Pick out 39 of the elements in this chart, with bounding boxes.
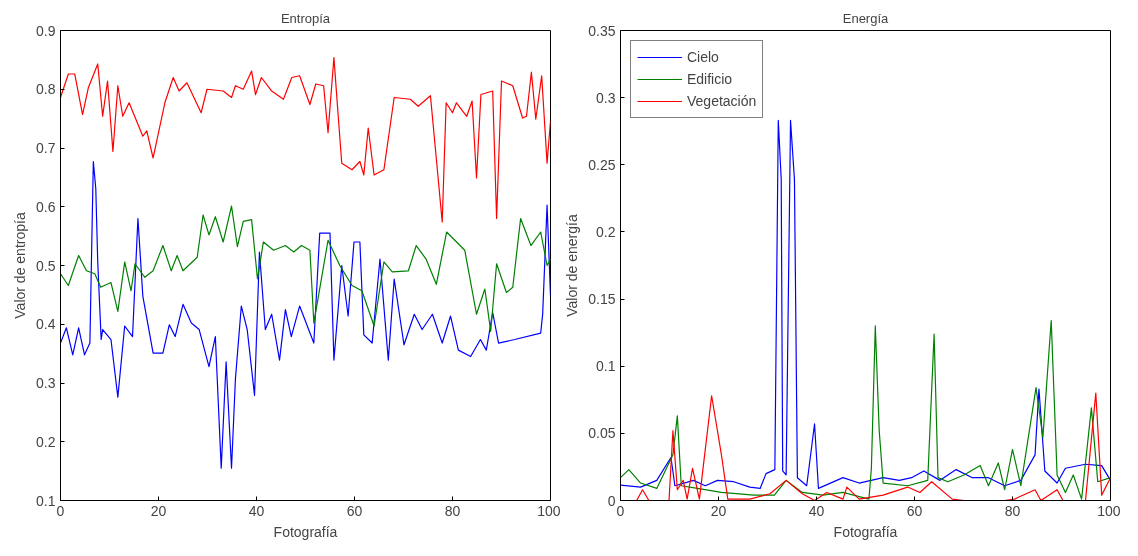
y-axis-title: Valor de entropía	[12, 212, 29, 319]
y-axis-title: Valor de energía	[564, 214, 581, 317]
y-tick-label: 0.1	[596, 358, 616, 375]
x-tick-label: 100	[537, 502, 561, 519]
x-tick-label: 20	[150, 502, 167, 519]
x-tick-label: 60	[906, 502, 923, 519]
x-tick-label: 40	[808, 502, 825, 519]
chart-title: Energía	[842, 10, 890, 26]
legend-label: Vegetación	[687, 93, 757, 109]
y-tick-label: 0.15	[588, 291, 616, 308]
y-tick-label: 0.05	[588, 425, 616, 442]
y-tick-label: 0.3	[596, 89, 616, 106]
x-tick-label: 100	[1097, 502, 1121, 519]
x-tick-label: 80	[444, 502, 461, 519]
y-tick-label: 0.5	[36, 257, 56, 274]
y-tick-label: 0.6	[36, 198, 56, 215]
x-tick-label: 60	[346, 502, 363, 519]
legend-label: Cielo	[687, 49, 719, 65]
y-tick-label: 0.2	[36, 433, 56, 450]
y-tick-label: 0.3	[36, 375, 56, 391]
line-series	[60, 160, 551, 469]
y-tick-label: 0.7	[36, 140, 56, 156]
chart-title: Entropía	[280, 10, 331, 26]
y-tick-label: 0.4	[36, 316, 56, 333]
y-tick-label: 0.25	[588, 156, 616, 173]
legend-label: Edificio	[687, 71, 733, 87]
y-tick-label: 0.9	[36, 22, 56, 39]
line-series	[60, 56, 551, 223]
x-axis-title: Fotografía	[833, 523, 898, 540]
x-axis-title: Fotografía	[273, 523, 338, 540]
x-tick-label: 20	[710, 502, 727, 519]
x-tick-label: 40	[248, 502, 265, 519]
y-tick-label: 0.1	[36, 492, 56, 509]
line-series	[620, 119, 1111, 490]
x-tick-label: 80	[1004, 502, 1021, 519]
y-tick-label: 0.2	[596, 223, 616, 240]
line-series	[60, 205, 551, 332]
y-tick-label: 0.8	[36, 81, 56, 98]
y-tick-label: 0.35	[588, 22, 616, 39]
